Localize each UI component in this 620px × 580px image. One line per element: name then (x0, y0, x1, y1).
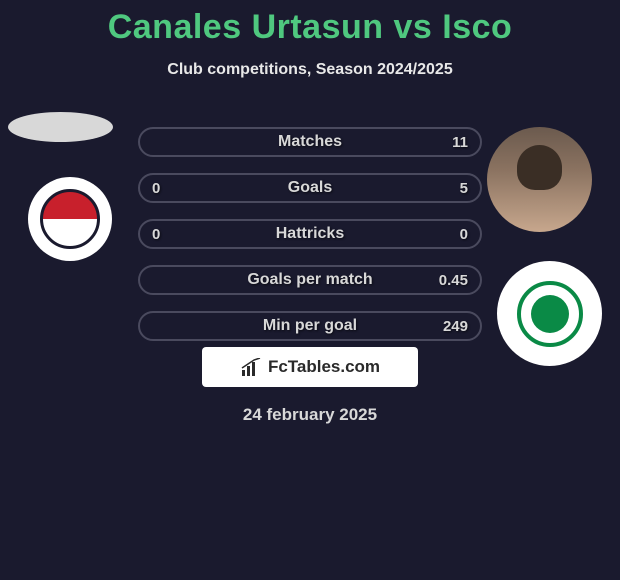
stat-label: Hattricks (276, 225, 344, 243)
stat-right-value: 5 (460, 180, 468, 197)
stat-row-matches: Matches 11 (138, 127, 482, 157)
stat-row-min-per-goal: Min per goal 249 (138, 311, 482, 341)
stat-label: Matches (278, 133, 342, 151)
comparison-subtitle: Club competitions, Season 2024/2025 (0, 61, 620, 79)
player-left-avatar (8, 112, 113, 142)
stat-row-goals-per-match: Goals per match 0.45 (138, 265, 482, 295)
player-right-club-badge (497, 261, 602, 366)
stat-row-hattricks: 0 Hattricks 0 (138, 219, 482, 249)
player-right-avatar (487, 127, 592, 232)
branding-text: FcTables.com (268, 357, 380, 377)
stat-right-value: 11 (452, 134, 468, 151)
athletic-bilbao-crest (40, 189, 100, 249)
stat-right-value: 0.45 (439, 272, 468, 289)
stat-label: Min per goal (263, 317, 357, 335)
stat-label: Goals per match (247, 271, 372, 289)
stat-right-value: 0 (460, 226, 468, 243)
stat-left-value: 0 (152, 226, 160, 243)
fctables-chart-icon (240, 358, 262, 376)
stats-container: Matches 11 0 Goals 5 0 Hattricks 0 Goals… (0, 109, 620, 339)
comparison-date: 24 february 2025 (0, 405, 620, 425)
comparison-title: Canales Urtasun vs Isco (0, 0, 620, 47)
real-betis-crest (517, 281, 583, 347)
player-left-club-badge (28, 177, 112, 261)
stat-label: Goals (288, 179, 332, 197)
stat-left-value: 0 (152, 180, 160, 197)
stat-right-value: 249 (443, 318, 468, 335)
stat-rows: Matches 11 0 Goals 5 0 Hattricks 0 Goals… (138, 127, 482, 357)
stat-row-goals: 0 Goals 5 (138, 173, 482, 203)
